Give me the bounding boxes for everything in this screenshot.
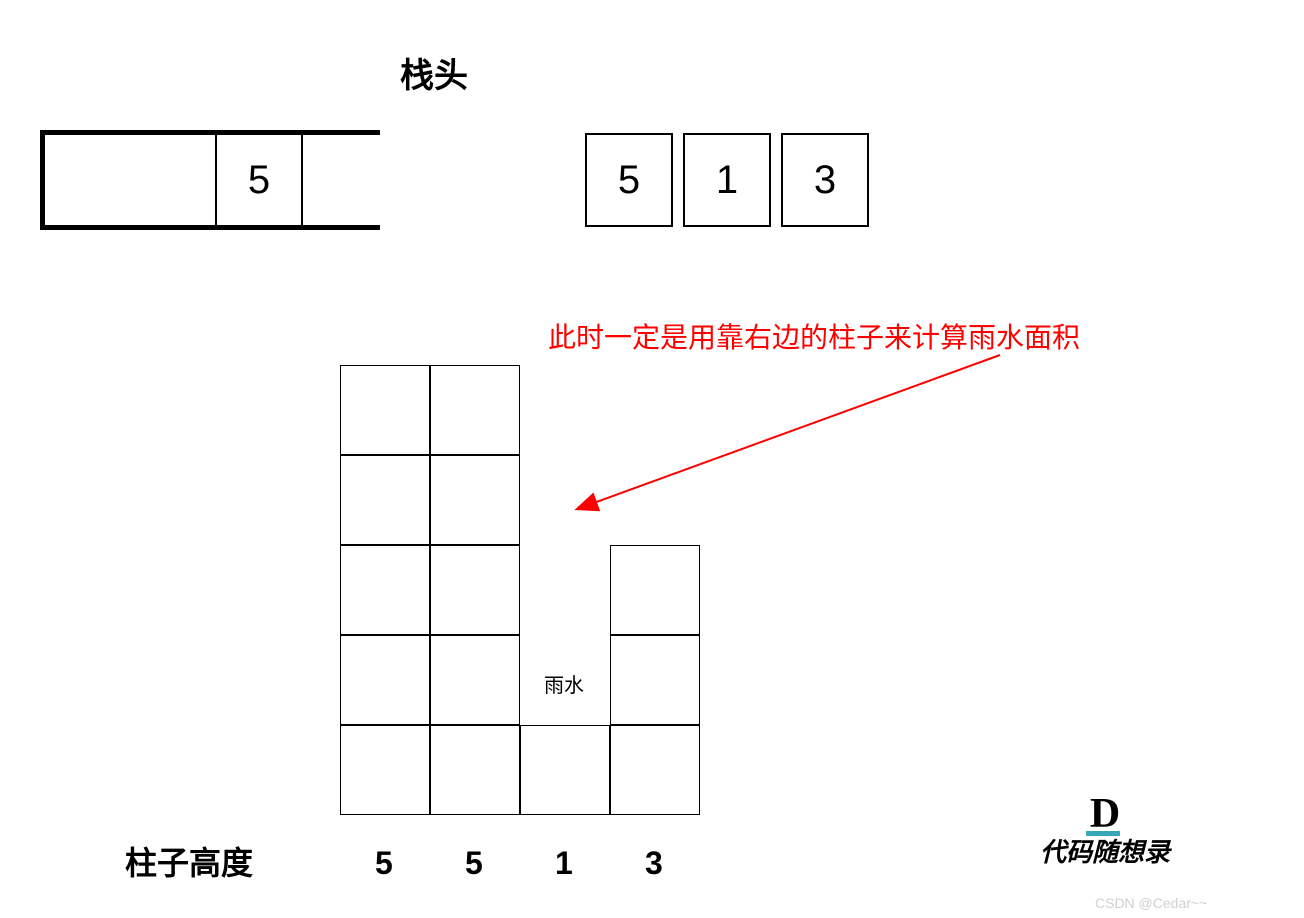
bar-cell (520, 725, 610, 815)
bar-cell (610, 545, 700, 635)
bar-cell (430, 725, 520, 815)
rain-label: 雨水 (544, 669, 584, 698)
height-label: 5 (465, 845, 483, 882)
bar-cell (340, 545, 430, 635)
bar-cell (340, 455, 430, 545)
bar-cell (430, 365, 520, 455)
bar-cell (340, 725, 430, 815)
logo-d-icon: D (1090, 790, 1120, 838)
bar-cell (340, 635, 430, 725)
bar-cell (430, 635, 520, 725)
bar-cell (610, 635, 700, 725)
logo: D 代码随想录 (1040, 790, 1170, 869)
height-label: 1 (555, 845, 573, 882)
height-label: 3 (645, 845, 663, 882)
height-label: 5 (375, 845, 393, 882)
watermark: CSDN @Cedar~~ (1095, 895, 1207, 911)
bar-cell (340, 365, 430, 455)
bar-cell (430, 545, 520, 635)
bar-cell (610, 725, 700, 815)
bar-cell (430, 455, 520, 545)
axis-label: 柱子高度 (125, 838, 253, 884)
